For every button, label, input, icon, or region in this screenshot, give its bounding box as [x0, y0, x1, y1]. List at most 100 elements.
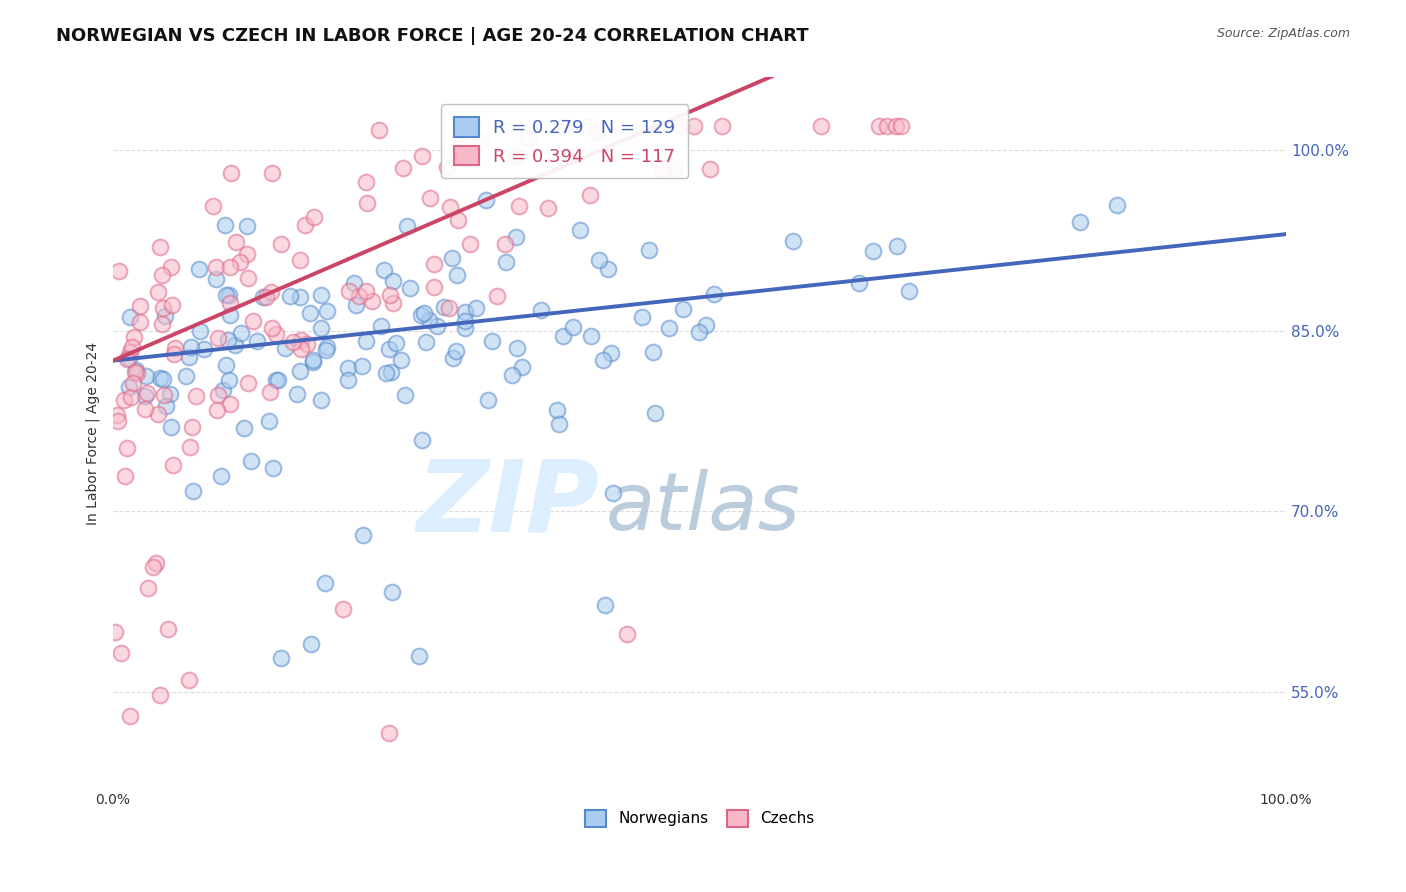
- Point: [254, 289, 277, 303]
- Point: [314, 576, 336, 591]
- Point: [440, 252, 463, 266]
- Point: [669, 119, 692, 133]
- Point: [236, 219, 259, 233]
- Point: [862, 244, 884, 259]
- Point: [218, 373, 240, 387]
- Point: [214, 219, 236, 233]
- Point: [454, 314, 477, 328]
- Point: [266, 372, 288, 386]
- Point: [118, 344, 141, 359]
- Point: [155, 399, 177, 413]
- Point: [464, 301, 486, 315]
- Point: [259, 384, 281, 399]
- Point: [485, 289, 508, 303]
- Point: [593, 598, 616, 612]
- Point: [134, 389, 156, 403]
- Point: [411, 149, 433, 163]
- Point: [415, 335, 437, 350]
- Point: [316, 303, 339, 318]
- Point: [150, 317, 173, 331]
- Point: [299, 637, 322, 651]
- Point: [444, 344, 467, 359]
- Point: [537, 201, 560, 215]
- Point: [118, 709, 141, 723]
- Point: [602, 485, 624, 500]
- Point: [298, 306, 321, 320]
- Point: [592, 353, 614, 368]
- Point: [108, 264, 131, 278]
- Point: [136, 581, 159, 595]
- Point: [124, 365, 146, 379]
- Point: [579, 188, 602, 202]
- Point: [179, 350, 201, 364]
- Point: [337, 372, 360, 386]
- Point: [309, 393, 332, 408]
- Point: [270, 237, 292, 252]
- Legend: Norwegians, Czechs: Norwegians, Czechs: [576, 802, 823, 834]
- Point: [218, 287, 240, 301]
- Point: [204, 272, 226, 286]
- Point: [295, 337, 318, 351]
- Point: [149, 688, 172, 702]
- Point: [150, 268, 173, 283]
- Point: [179, 440, 201, 454]
- Point: [374, 366, 396, 380]
- Point: [481, 334, 503, 348]
- Point: [439, 200, 461, 214]
- Point: [163, 347, 186, 361]
- Point: [125, 363, 148, 377]
- Point: [337, 284, 360, 298]
- Point: [145, 556, 167, 570]
- Point: [868, 119, 890, 133]
- Point: [163, 341, 186, 355]
- Point: [354, 175, 377, 189]
- Point: [219, 296, 242, 310]
- Point: [373, 263, 395, 277]
- Point: [174, 369, 197, 384]
- Point: [517, 130, 540, 145]
- Point: [458, 236, 481, 251]
- Point: [288, 364, 311, 378]
- Point: [142, 560, 165, 574]
- Point: [184, 389, 207, 403]
- Point: [699, 161, 721, 176]
- Point: [876, 119, 898, 133]
- Point: [114, 469, 136, 483]
- Point: [886, 239, 908, 253]
- Point: [229, 326, 252, 341]
- Point: [381, 296, 404, 310]
- Point: [315, 343, 337, 357]
- Point: [418, 313, 440, 327]
- Text: NORWEGIAN VS CZECH IN LABOR FORCE | AGE 20-24 CORRELATION CHART: NORWEGIAN VS CZECH IN LABOR FORCE | AGE …: [56, 27, 808, 45]
- Point: [890, 119, 912, 133]
- Point: [437, 301, 460, 316]
- Point: [506, 149, 529, 163]
- Point: [446, 268, 468, 282]
- Point: [262, 320, 284, 334]
- Point: [352, 528, 374, 542]
- Point: [190, 325, 212, 339]
- Point: [695, 318, 717, 332]
- Point: [233, 421, 256, 435]
- Point: [135, 369, 157, 384]
- Point: [361, 294, 384, 309]
- Point: [122, 329, 145, 343]
- Point: [494, 237, 516, 252]
- Point: [219, 166, 242, 180]
- Point: [394, 388, 416, 402]
- Point: [181, 483, 204, 498]
- Point: [125, 366, 148, 380]
- Point: [162, 458, 184, 473]
- Point: [419, 191, 441, 205]
- Point: [413, 306, 436, 320]
- Point: [332, 602, 354, 616]
- Point: [160, 260, 183, 275]
- Point: [246, 334, 269, 348]
- Point: [370, 318, 392, 333]
- Point: [426, 318, 449, 333]
- Point: [381, 585, 404, 599]
- Point: [290, 343, 312, 357]
- Point: [711, 119, 734, 133]
- Point: [207, 330, 229, 344]
- Point: [423, 257, 446, 271]
